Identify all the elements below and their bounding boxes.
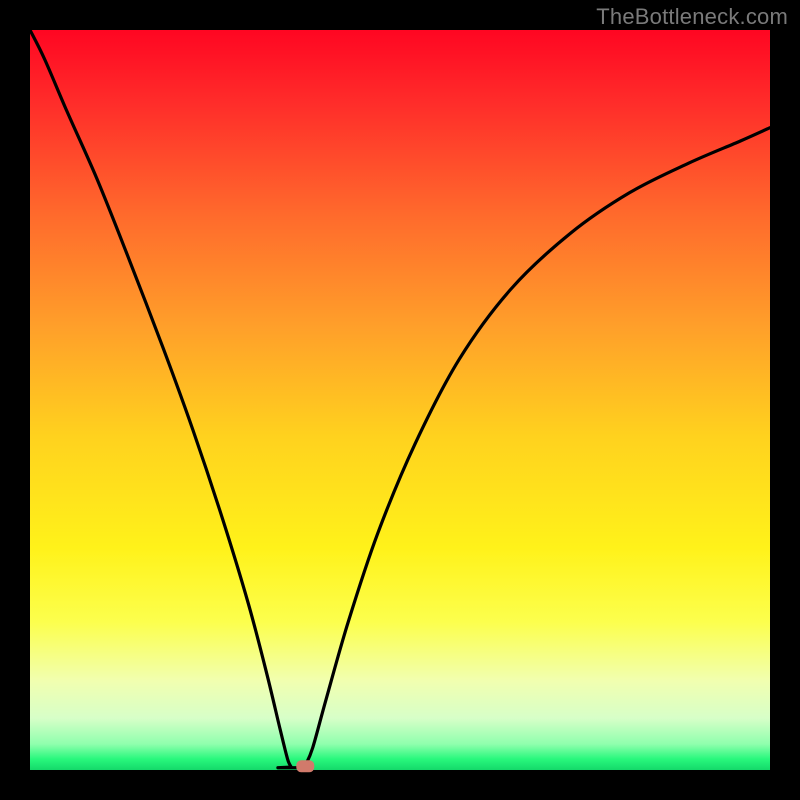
gradient-background [30,30,770,770]
watermark-text: TheBottleneck.com [596,4,788,30]
vertex-marker [296,760,314,772]
bottleneck-chart-svg [0,0,800,800]
chart-frame: TheBottleneck.com [0,0,800,800]
